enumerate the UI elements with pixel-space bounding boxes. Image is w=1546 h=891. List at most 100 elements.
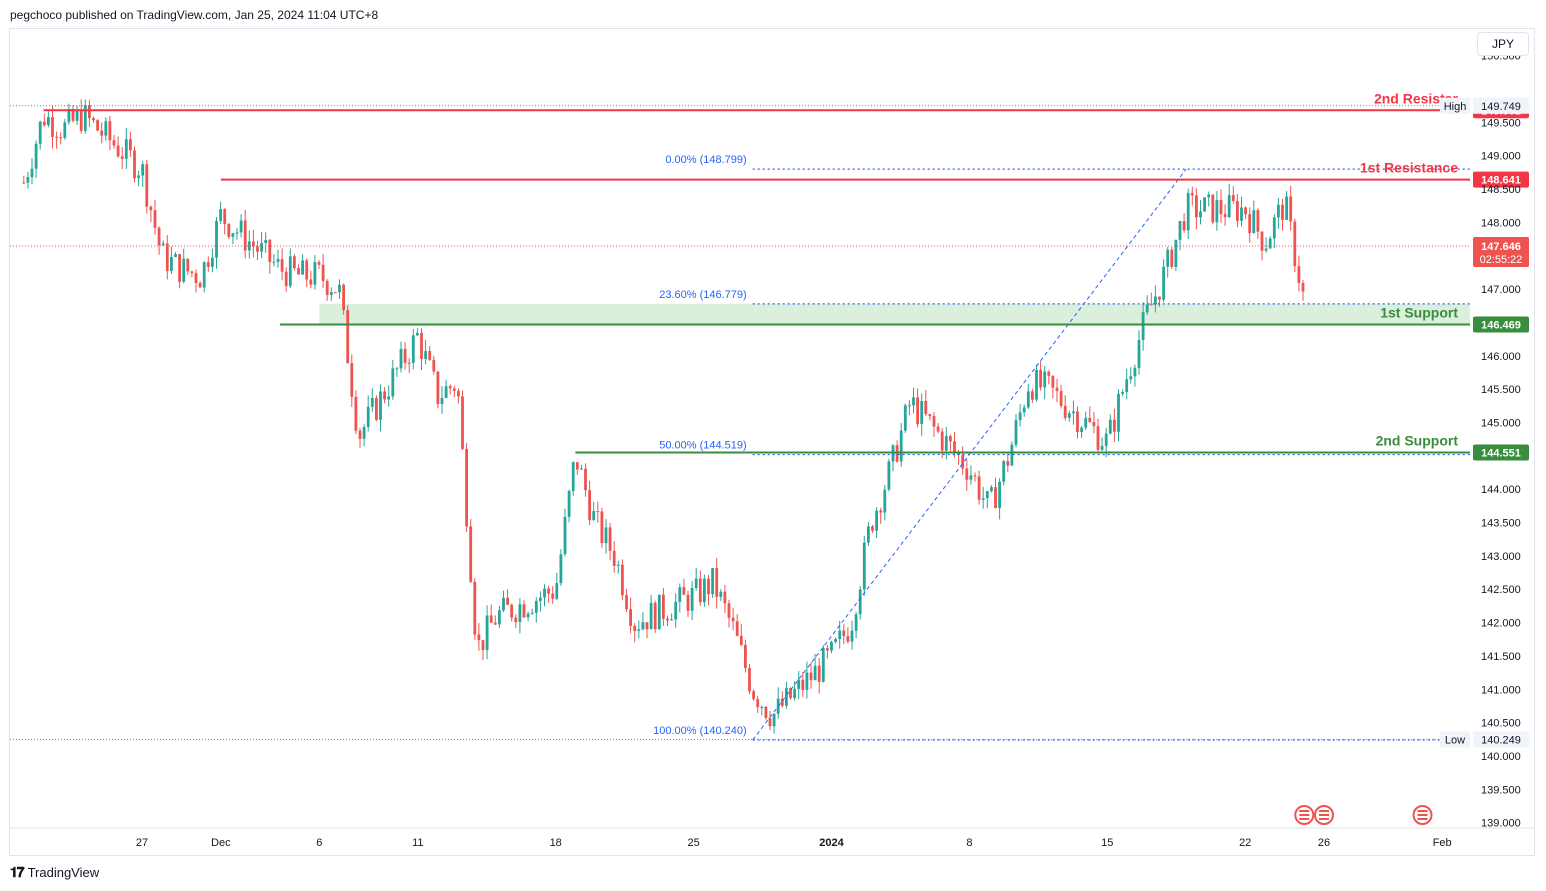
- candle-body: [768, 717, 772, 727]
- candle-body: [854, 614, 858, 631]
- us-flag-icon[interactable]: [1412, 805, 1433, 825]
- candle-body: [801, 679, 805, 690]
- candle-body: [428, 351, 432, 360]
- candle-body: [612, 550, 616, 566]
- candle-body: [321, 264, 325, 282]
- resistance-price-text: 148.641: [1481, 175, 1521, 187]
- candle-body: [346, 310, 350, 364]
- candle-body: [858, 589, 862, 615]
- candle-body: [1158, 296, 1161, 300]
- candle-body: [957, 452, 960, 455]
- candle-body: [141, 164, 145, 176]
- support-label: 1st Support: [1380, 305, 1458, 321]
- candle-body: [1166, 249, 1170, 267]
- candle-body: [1219, 200, 1223, 215]
- candle-body: [756, 699, 760, 708]
- candle-body: [420, 332, 423, 360]
- event-icon-stripe: [1299, 814, 1310, 816]
- candle-body: [826, 648, 829, 651]
- candle-body: [571, 462, 575, 491]
- candle-body: [883, 489, 887, 513]
- candle-body: [981, 498, 985, 500]
- candle-body: [395, 368, 399, 370]
- fib-level-label: 100.00% (140.240): [653, 725, 747, 737]
- candle-body: [850, 630, 854, 642]
- current-price-tag: [1473, 237, 1529, 268]
- y-tick-label: 141.500: [1481, 651, 1521, 663]
- x-tick-label: 2024: [819, 837, 844, 849]
- candle-body: [1186, 193, 1190, 231]
- candle-body: [252, 241, 255, 247]
- candle-body: [297, 268, 300, 275]
- candle-body: [649, 602, 653, 630]
- x-tick-label: Dec: [211, 837, 231, 849]
- support-zone: [319, 303, 1470, 325]
- candle-body: [871, 526, 874, 531]
- candle-body: [1088, 417, 1092, 422]
- candle-body: [231, 233, 235, 237]
- candle-body: [157, 227, 161, 246]
- candle-body: [862, 542, 866, 590]
- candle-body: [555, 583, 559, 599]
- candle-body: [96, 120, 99, 131]
- us-flag-icon[interactable]: [1314, 805, 1334, 825]
- candle-body: [264, 239, 268, 243]
- candle-body: [477, 634, 481, 641]
- candle-body: [715, 568, 719, 597]
- candle-body: [641, 622, 645, 630]
- candle-body: [42, 121, 46, 126]
- candle-body: [637, 629, 641, 631]
- candle-body: [104, 121, 108, 136]
- candle-body: [1006, 461, 1010, 466]
- candle-body: [34, 143, 38, 169]
- candle-body: [739, 635, 743, 645]
- candle-body: [1178, 221, 1182, 240]
- candle-body: [1297, 266, 1301, 283]
- candle-body: [949, 436, 952, 442]
- candle-body: [358, 430, 362, 439]
- candle-body: [686, 594, 690, 611]
- candle-body: [965, 468, 969, 480]
- candle-body: [1236, 200, 1239, 221]
- candle-body: [1100, 445, 1104, 450]
- candle-body: [625, 595, 628, 610]
- candle-body: [1162, 266, 1165, 300]
- candle-body: [821, 648, 825, 682]
- y-tick-label: 143.500: [1481, 518, 1521, 530]
- candle-body: [1051, 375, 1055, 388]
- currency-button[interactable]: JPY: [1477, 32, 1529, 56]
- candle-body: [621, 564, 624, 596]
- candle-body: [38, 121, 42, 144]
- candle-body: [953, 441, 956, 453]
- event-icon-stripe: [1319, 818, 1329, 820]
- candle-body: [1133, 367, 1137, 377]
- candle-body: [575, 462, 579, 470]
- candle-body: [780, 698, 784, 706]
- us-flag-icon[interactable]: [1294, 805, 1315, 825]
- candle-body: [1199, 211, 1202, 218]
- candle-body: [186, 258, 190, 272]
- candle-body: [707, 578, 710, 595]
- candle-body: [928, 414, 932, 417]
- y-tick-label: 148.000: [1481, 217, 1521, 229]
- y-tick-label: 147.000: [1481, 284, 1521, 296]
- candle-body: [366, 406, 370, 427]
- candle-body: [83, 105, 87, 131]
- candle-body: [1231, 195, 1235, 201]
- current-price-value: 147.646: [1481, 241, 1521, 253]
- candle-body: [219, 209, 222, 221]
- candle-body: [518, 604, 522, 623]
- candle-body: [1010, 444, 1014, 466]
- candle-body: [206, 262, 210, 267]
- candle-body: [932, 416, 936, 427]
- candle-body: [985, 491, 989, 499]
- candle-body: [1035, 369, 1038, 400]
- candle-body: [227, 223, 231, 237]
- candle-body: [543, 588, 546, 598]
- support-price-tag: [1473, 316, 1529, 333]
- candle-body: [1113, 419, 1116, 432]
- candle-body: [1047, 371, 1051, 376]
- fib-level-label: 50.00% (144.519): [659, 440, 746, 452]
- support-label: 2nd Support: [1376, 432, 1459, 448]
